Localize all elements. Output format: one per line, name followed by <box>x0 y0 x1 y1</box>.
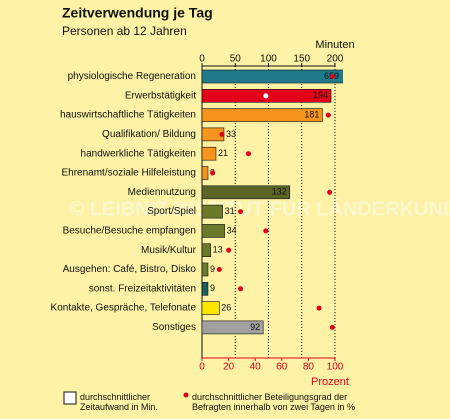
chart-title: Zeitverwendung je Tag <box>62 5 213 21</box>
dot <box>210 170 216 176</box>
value-label: 92 <box>250 322 260 332</box>
dot <box>219 131 225 137</box>
x2-tick-label: 80 <box>303 362 315 373</box>
bar <box>201 320 264 335</box>
bar <box>201 108 323 122</box>
x-tick-label: 150 <box>293 54 310 65</box>
value-label: 9 <box>210 264 215 274</box>
bar <box>201 262 209 277</box>
dot <box>329 324 335 330</box>
bar <box>201 281 209 296</box>
x2-tick-label: 20 <box>223 362 235 373</box>
bar <box>201 166 209 180</box>
legend-entry: durchschnittlicher Beteiligungsgrad der … <box>192 392 355 412</box>
y-tick-label: Sport/Spiel <box>147 206 196 217</box>
y-tick-label: Ehrenamt/soziale Hilfeleistung <box>61 168 196 179</box>
value-label: 31 <box>225 206 235 216</box>
y-tick-label: sonst. Freizeitaktivitäten <box>89 283 196 294</box>
x-tick-label: 50 <box>230 54 242 65</box>
x-axis-label: Minuten <box>315 39 354 51</box>
x2-tick-label: 40 <box>250 362 262 373</box>
dot <box>226 247 232 253</box>
value-label: 26 <box>221 302 231 312</box>
y-tick-label: physiologische Regeneration <box>68 71 196 82</box>
y-tick-label: Musik/Kultur <box>141 245 197 256</box>
bars <box>201 69 343 335</box>
bar <box>201 69 343 84</box>
chart-subtitle: Personen ab 12 Jahren <box>62 24 187 38</box>
x-tick-label: 0 <box>199 54 205 65</box>
y-tick-label: handwerkliche Tätigkeiten <box>81 148 196 159</box>
legend-swatch <box>63 391 77 405</box>
x2-axis-label: Prozent <box>311 376 349 388</box>
y-tick-label: Erwerbstätigkeit <box>125 90 196 101</box>
dot <box>327 189 333 195</box>
bar <box>201 224 225 238</box>
x-tick-label: 100 <box>260 54 277 65</box>
y-tick-label: Besuche/Besuche empfangen <box>63 226 196 237</box>
value-label: 132 <box>272 187 287 197</box>
y-tick-label: Kontakte, Gespräche, Telefonate <box>51 303 197 314</box>
bar <box>201 301 220 315</box>
y-tick-label: hauswirtschaftliche Tätigkeiten <box>60 110 196 121</box>
legend-entry: durchschnittlicher Zeitaufwand in Min. <box>80 392 159 412</box>
x2-tick-label: 60 <box>276 362 288 373</box>
bar <box>201 204 223 219</box>
dot <box>246 151 252 157</box>
y-tick-label: Mediennutzung <box>128 187 196 198</box>
dot <box>238 209 244 215</box>
bar <box>201 146 217 161</box>
dot <box>325 112 331 118</box>
value-label: 9 <box>210 283 215 293</box>
watermark: © LEIBNIZ-INSTITUT FÜR LÄNDERKUNDE <box>69 197 450 220</box>
dot <box>238 286 244 292</box>
value-label: 34 <box>227 225 237 235</box>
x2-tick-label: 0 <box>199 362 205 373</box>
value-label: 33 <box>226 129 236 139</box>
legend-dot <box>183 392 189 398</box>
y-tick-label: Qualifikation/ Bildung <box>102 129 196 140</box>
dot <box>263 228 269 234</box>
y-tick-label: Ausgehen: Café, Bistro, Disko <box>63 264 197 275</box>
dot <box>316 305 322 311</box>
dot <box>263 93 269 99</box>
bar <box>201 185 291 200</box>
value-label: 13 <box>213 245 223 255</box>
dot <box>216 267 222 272</box>
x-tick-label: 200 <box>327 54 344 65</box>
value-label: 181 <box>304 109 319 119</box>
value-label: 21 <box>218 148 228 158</box>
bar <box>201 243 211 257</box>
value-label: 194 <box>313 90 328 100</box>
x2-tick-label: 100 <box>327 362 344 373</box>
dot <box>329 74 335 79</box>
y-tick-label: Sonstiges <box>152 322 196 333</box>
